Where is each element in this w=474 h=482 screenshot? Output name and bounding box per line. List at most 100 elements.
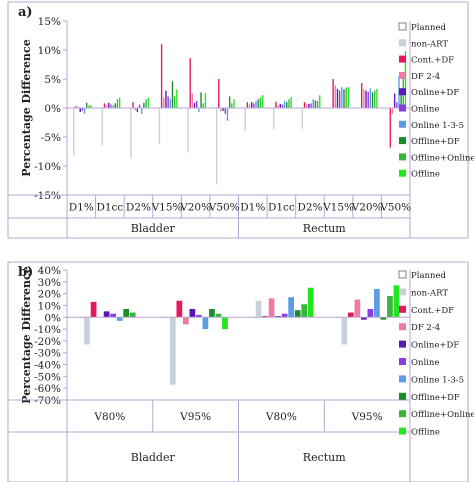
legend-entry: DF 2-4 [411, 323, 440, 333]
bar-online-1-3-5 [374, 288, 380, 318]
bar-online-df [251, 102, 253, 108]
legend-entry: Offline [411, 428, 440, 438]
legend-entry: DF 2-4 [411, 72, 440, 82]
bar-non-art [84, 317, 90, 345]
legend-entry: Online 1-3-5 [411, 375, 464, 385]
bar-offline [90, 105, 92, 108]
category-label: V15% [322, 202, 354, 214]
bar-online-1-3-5 [312, 99, 314, 108]
category-label: V95% [179, 411, 211, 423]
y-tick-label: -20% [34, 336, 61, 348]
bar-offline [204, 92, 207, 108]
bar-online-df [393, 93, 396, 108]
y-tick-label: -15% [34, 190, 61, 202]
bar-cont-df [303, 102, 306, 108]
bar-df-2-4 [134, 108, 136, 111]
bar-offline-online [316, 101, 319, 108]
bar-cont-df [103, 103, 106, 108]
bar-offline-online [288, 99, 290, 108]
bar-online-df [136, 108, 139, 113]
legend-swatch [399, 169, 406, 177]
bar-offline [307, 287, 314, 318]
bar-offline-online [116, 99, 119, 108]
bar-offline-online [129, 312, 136, 318]
y-tick-label: 30% [38, 277, 61, 289]
bar-online-df [308, 103, 310, 108]
bar-non-art [169, 317, 176, 385]
bar-offline-df [209, 309, 215, 318]
bar-offline-df [286, 102, 288, 108]
bar-online-1-3-5 [141, 108, 143, 114]
y-tick-label: -50% [34, 371, 61, 383]
bar-online [110, 313, 116, 318]
y-tick-label: 20% [38, 289, 61, 301]
bar-online-1-3-5 [202, 317, 209, 330]
bar-online-1-3-5 [398, 76, 400, 108]
bar-cont-df [361, 83, 363, 108]
legend-swatch [399, 88, 406, 96]
category-label: D1% [240, 202, 265, 214]
legend-swatch [399, 137, 406, 145]
panel-label: a) [18, 5, 33, 20]
bar-offline-online [173, 96, 176, 108]
bar-non-art [130, 108, 132, 159]
bar-online-df [336, 88, 339, 108]
bar-non-art [255, 300, 262, 318]
bar-offline-online [88, 105, 90, 108]
legend-entry: Online+DF [411, 88, 459, 98]
legend-entry: Offline [411, 170, 440, 180]
bar-offline-online [345, 87, 347, 108]
bar-online-df [365, 90, 367, 108]
bar-online-1-3-5 [255, 101, 257, 108]
legend-swatch [399, 39, 406, 47]
legend-entry: Offline+DF [411, 393, 460, 403]
bar-offline [347, 87, 350, 108]
group-label: Rectum [303, 451, 346, 464]
legend-swatch [399, 323, 406, 331]
bar-online-df [165, 90, 167, 108]
bar-offline-df [143, 102, 145, 108]
category-label: V15% [151, 202, 183, 214]
bar-df-2-4 [334, 85, 336, 108]
bar-online-df [361, 317, 367, 320]
category-label: V80% [265, 411, 297, 423]
bar-non-art [101, 108, 103, 146]
bar-cont-df [262, 316, 268, 318]
y-tick-label: 40% [38, 265, 61, 277]
bar-non-art [215, 108, 218, 185]
bar-online [396, 102, 398, 108]
y-tick-label: 15% [38, 16, 61, 28]
legend-swatch [399, 340, 406, 348]
bar-offline-online [202, 103, 204, 108]
category-label: D2% [297, 202, 322, 214]
legend-entry: non-ART [411, 39, 448, 49]
legend-entry: Online+DF [411, 341, 459, 351]
group-label: Rectum [303, 222, 346, 235]
legend-entry: Offline+Online [411, 410, 474, 420]
category-label: V50% [379, 202, 411, 214]
bar-df-2-4 [391, 108, 394, 114]
legend-swatch [399, 55, 406, 63]
bar-offline-online [387, 296, 393, 318]
bar-online [81, 108, 84, 111]
legend-swatch [399, 410, 406, 418]
bar-online-df [275, 316, 281, 318]
bar-df-2-4 [277, 105, 279, 108]
bar-offline [261, 95, 264, 108]
bar-offline [176, 89, 178, 108]
y-tick-label: -40% [34, 360, 61, 372]
category-label: D1% [69, 202, 94, 214]
bar-offline-online [231, 103, 233, 108]
bar-offline-df [371, 92, 374, 108]
category-label: V50% [208, 202, 240, 214]
bar-online-1-3-5 [116, 317, 123, 321]
bar-offline-df [400, 90, 402, 108]
bar-online-1-3-5 [112, 105, 114, 108]
bar-online [224, 108, 226, 114]
legend-entry: Online [411, 358, 439, 368]
legend-swatch [399, 153, 406, 161]
category-label: V20% [179, 202, 211, 214]
bar-offline-df [171, 81, 174, 108]
legend-swatch [399, 427, 406, 435]
bar-cont-df [275, 101, 277, 108]
